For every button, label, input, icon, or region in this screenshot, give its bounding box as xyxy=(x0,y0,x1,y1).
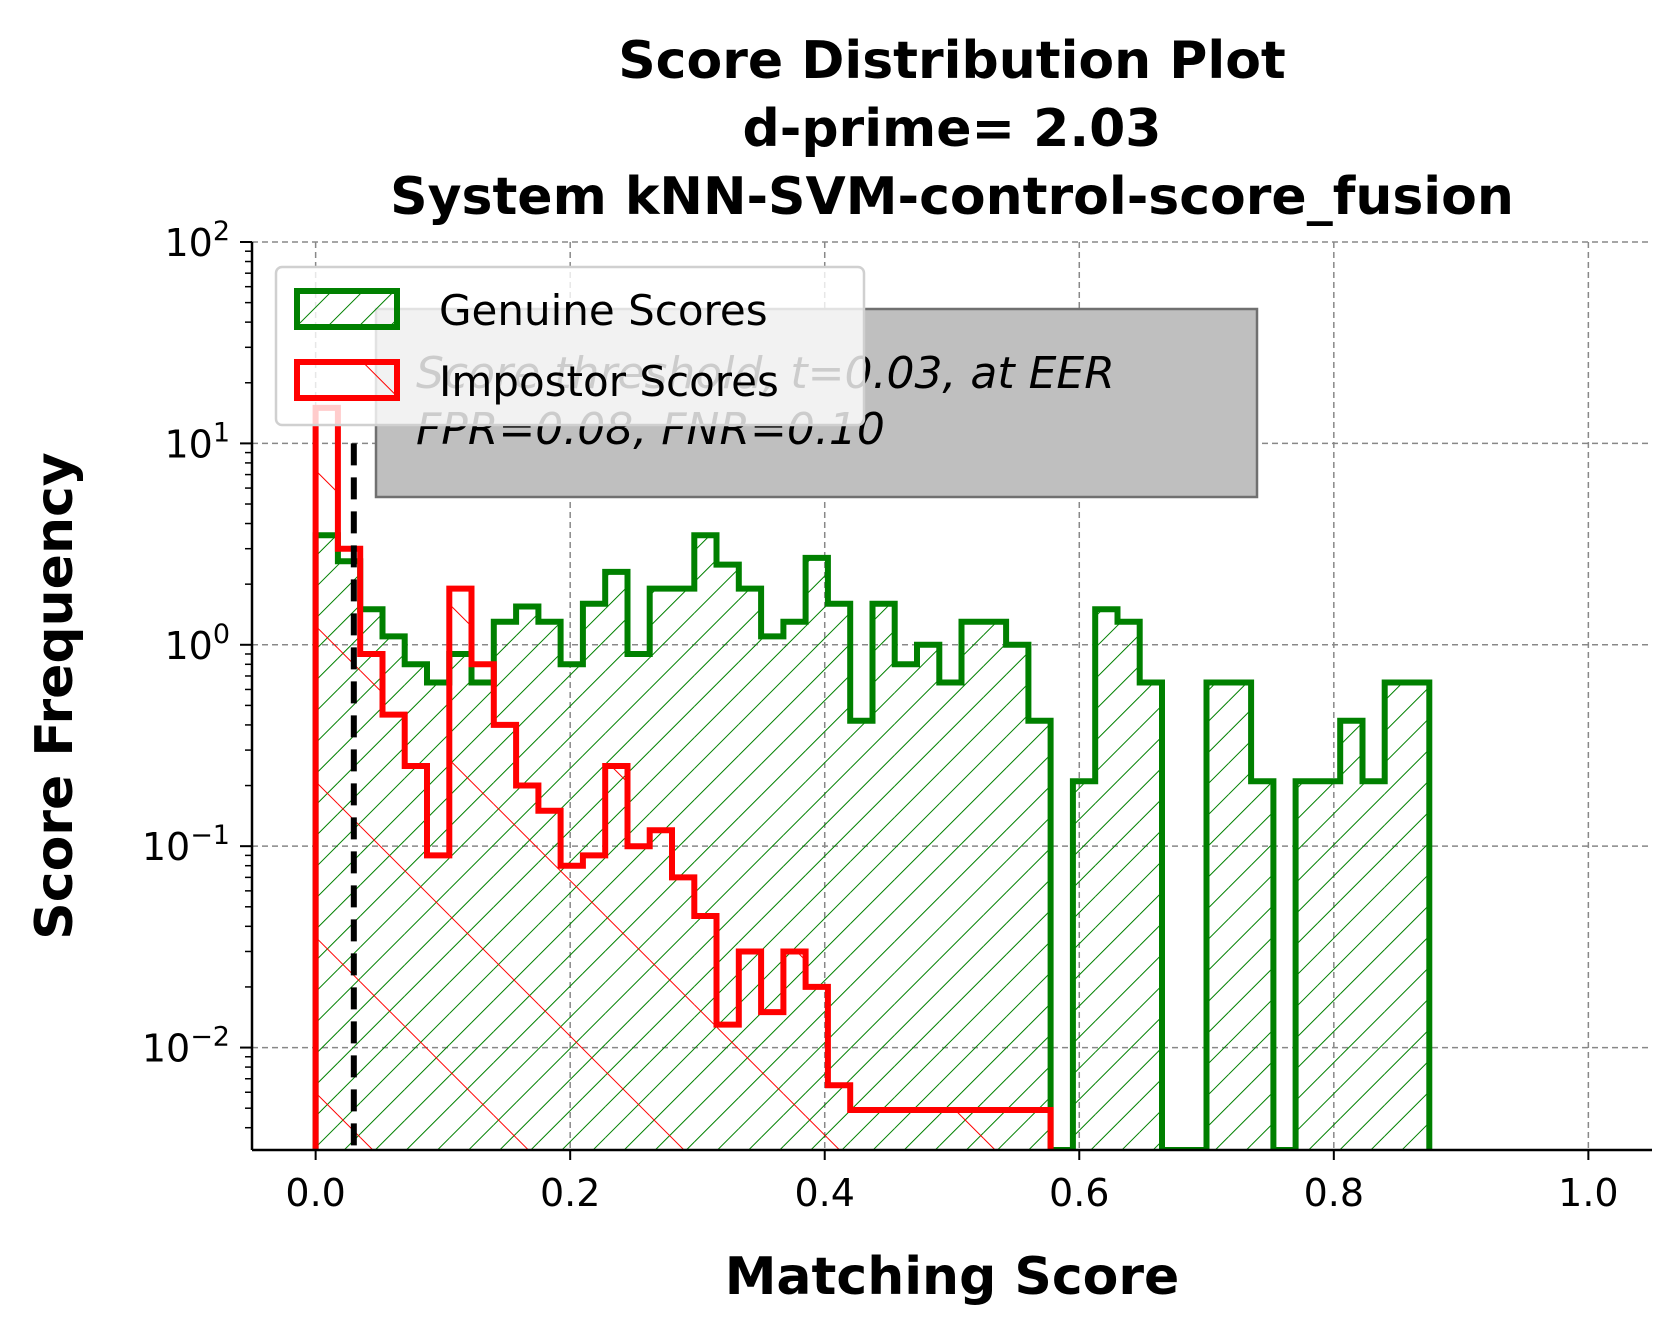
impostor-bar-8 xyxy=(493,724,517,1150)
genuine-bar-28 xyxy=(939,682,962,1150)
impostor-bar-27 xyxy=(917,1109,940,1150)
y-tick-label-2: 100 xyxy=(164,619,230,668)
genuine-bar-26 xyxy=(894,664,917,1150)
impostor-bar-11 xyxy=(560,865,583,1150)
genuine-bar-37 xyxy=(1139,682,1162,1150)
y-tick-label-1: 101 xyxy=(164,417,230,466)
impostor-bar-24 xyxy=(850,1109,873,1150)
genuine-bar-32 xyxy=(1028,720,1051,1150)
impostor-bar-30 xyxy=(983,1109,1007,1150)
impostor-bar-20 xyxy=(761,1012,784,1150)
genuine-bar-40 xyxy=(1206,682,1229,1150)
impostor-bar-28 xyxy=(939,1109,962,1150)
impostor-bar-21 xyxy=(783,951,806,1150)
genuine-bar-25 xyxy=(872,603,895,1150)
x-tick-label-0: 0.0 xyxy=(285,1171,345,1215)
impostor-bar-1 xyxy=(337,548,361,1150)
x-tick-label-5: 1.0 xyxy=(1558,1171,1618,1215)
chart-title: Score Distribution Plot d-prime= 2.03 Sy… xyxy=(390,31,1514,227)
genuine-bar-23 xyxy=(827,603,851,1150)
legend-swatch-impostor xyxy=(294,359,400,401)
genuine-bar-31 xyxy=(1006,644,1029,1150)
genuine-bar-41 xyxy=(1228,682,1252,1150)
histogram-bars xyxy=(312,404,1433,1150)
legend-frame xyxy=(274,265,866,427)
impostor-bar-23 xyxy=(827,1085,851,1150)
impostor-bar-4 xyxy=(404,766,427,1150)
impostor-bar-5 xyxy=(427,855,450,1150)
impostor-bar-15 xyxy=(649,830,672,1150)
x-tick-label-4: 0.8 xyxy=(1304,1171,1364,1215)
impostor-bar-13 xyxy=(605,766,628,1150)
genuine-bar-24 xyxy=(850,720,873,1150)
y-tick-label-4: 10−2 xyxy=(142,1022,230,1071)
legend: Genuine Scores Impostor Scores xyxy=(274,265,866,427)
genuine-bar-42 xyxy=(1251,781,1274,1150)
impostor-bar-7 xyxy=(471,664,494,1150)
title-line-3: System kNN-SVM-control-score_fusion xyxy=(390,167,1514,227)
impostor-bar-31 xyxy=(1006,1109,1029,1150)
legend-label-impostor: Impostor Scores xyxy=(439,357,779,406)
y-tick-label-0: 102 xyxy=(164,216,230,265)
impostor-bar-29 xyxy=(961,1109,984,1150)
x-axis-label: Matching Score xyxy=(725,1247,1180,1307)
x-tick-label-2: 0.4 xyxy=(795,1171,855,1215)
genuine-bar-46 xyxy=(1340,720,1363,1150)
impostor-bar-26 xyxy=(894,1109,917,1150)
impostor-bar-18 xyxy=(716,1024,739,1150)
impostor-bar-3 xyxy=(382,714,405,1150)
genuine-bar-45 xyxy=(1317,781,1341,1150)
axes xyxy=(250,242,1652,1152)
x-tick-label-1: 0.2 xyxy=(540,1171,600,1215)
genuine-bar-30 xyxy=(983,621,1007,1150)
impostor-bar-32 xyxy=(1028,1109,1051,1150)
genuine-bar-49 xyxy=(1407,682,1430,1150)
impostor-outline xyxy=(312,404,1054,1150)
genuine-bar-18 xyxy=(716,564,739,1150)
y-axis-label: Score Frequency xyxy=(25,452,85,939)
impostor-bar-17 xyxy=(694,916,717,1150)
genuine-bar-44 xyxy=(1295,781,1318,1150)
title-line-2: d-prime= 2.03 xyxy=(743,99,1162,159)
impostor-bar-14 xyxy=(627,846,650,1150)
y-tick-label-3: 10−1 xyxy=(142,820,230,869)
impostor-bar-10 xyxy=(538,810,561,1150)
x-tick-label-3: 0.6 xyxy=(1049,1171,1109,1215)
legend-swatch-genuine xyxy=(294,288,400,330)
impostor-bar-16 xyxy=(672,877,695,1150)
genuine-bar-36 xyxy=(1117,621,1140,1150)
impostor-bar-19 xyxy=(738,951,762,1150)
impostor-bar-0 xyxy=(315,407,338,1150)
impostor-bar-12 xyxy=(582,855,606,1150)
genuine-bar-35 xyxy=(1095,609,1118,1150)
genuine-bar-47 xyxy=(1362,781,1385,1150)
legend-entry-impostor: Impostor Scores xyxy=(294,357,779,406)
legend-entry-genuine: Genuine Scores xyxy=(294,286,768,335)
genuine-bar-48 xyxy=(1384,682,1407,1150)
axis-ticks: 0.0 0.2 0.4 0.6 0.8 1.0 102 101 100 10−1 10−2 xyxy=(142,216,1619,1215)
genuine-bar-27 xyxy=(917,644,940,1150)
genuine-bar-34 xyxy=(1072,781,1096,1150)
impostor-bar-9 xyxy=(516,785,539,1150)
title-line-1: Score Distribution Plot xyxy=(618,31,1286,91)
genuine-bar-29 xyxy=(961,621,984,1150)
impostor-bar-2 xyxy=(360,653,383,1150)
impostor-bar-22 xyxy=(805,986,828,1150)
impostor-bar-6 xyxy=(449,588,472,1150)
legend-label-genuine: Genuine Scores xyxy=(439,286,768,335)
impostor-bar-25 xyxy=(872,1109,895,1150)
